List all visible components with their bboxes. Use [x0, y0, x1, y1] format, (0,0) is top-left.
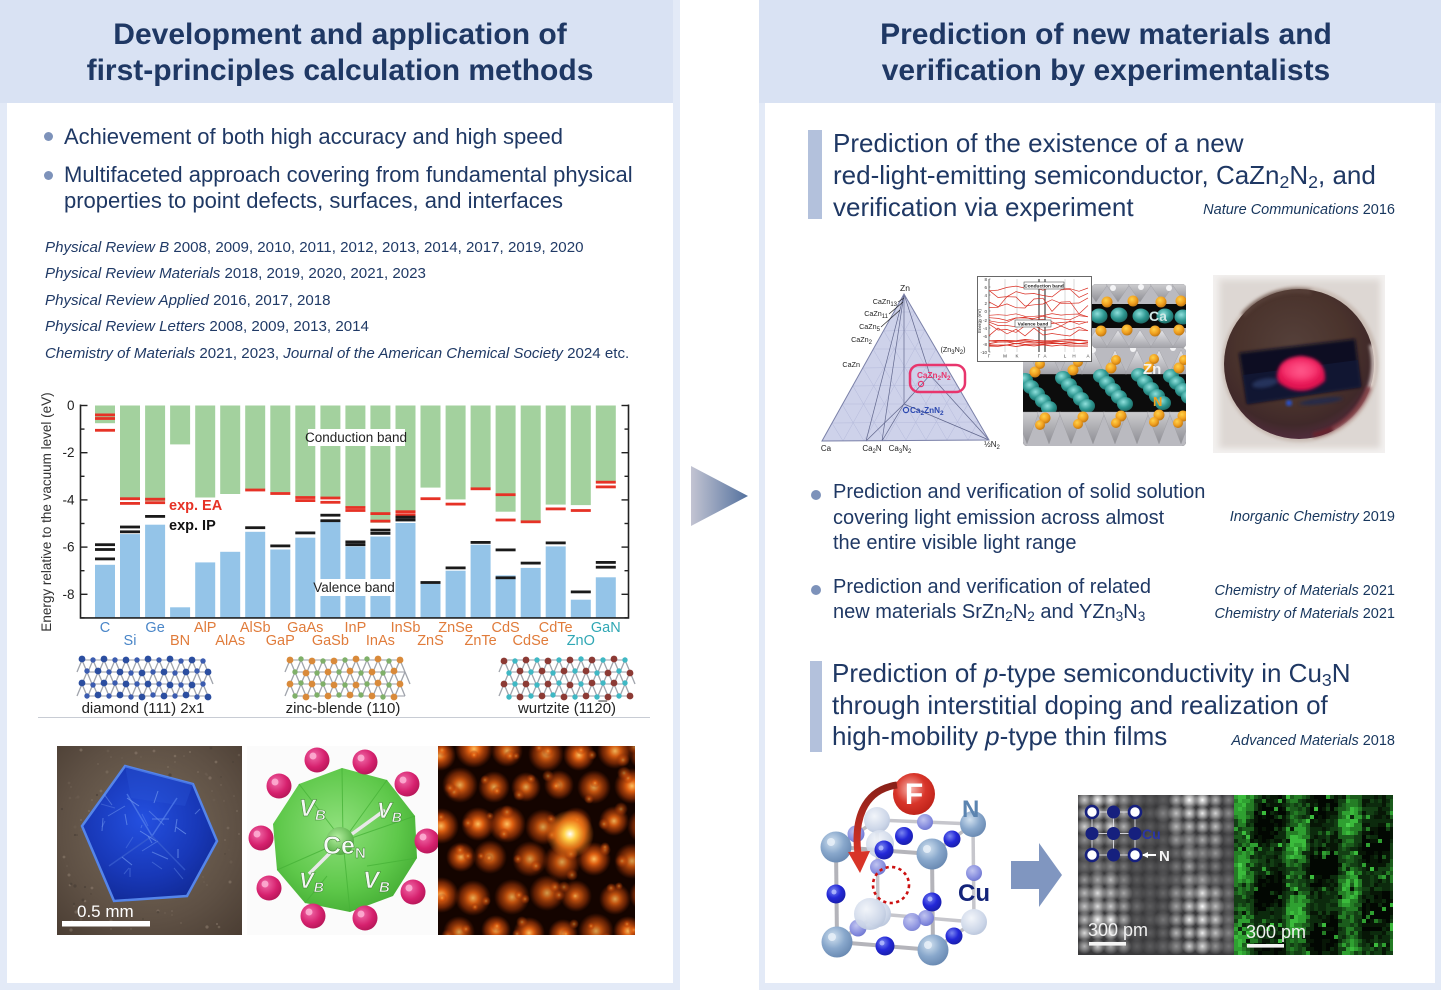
- svg-text:(Zn3​N2​): (Zn3​N2​): [940, 345, 965, 356]
- svg-text:GaP: GaP: [266, 633, 295, 649]
- svg-text:0.5 mm: 0.5 mm: [77, 902, 134, 921]
- svg-text:Valence band: Valence band: [1018, 322, 1049, 328]
- svg-text:300 pm: 300 pm: [1088, 920, 1148, 940]
- svg-text:Ca: Ca: [821, 444, 832, 453]
- svg-text:A: A: [1043, 354, 1046, 359]
- svg-text:½N2​: ½N2​: [984, 440, 1000, 451]
- svg-text:Ca2ZnN2: Ca2ZnN2: [910, 406, 944, 417]
- svg-text:zinc-blende (110): zinc-blende (110): [286, 700, 401, 717]
- svg-text:InSb: InSb: [391, 620, 421, 636]
- svg-text:300 pm: 300 pm: [1246, 922, 1306, 942]
- svg-text:CaZn2N2: CaZn2N2: [917, 371, 951, 382]
- svg-text:diamond (111) 2x1: diamond (111) 2x1: [82, 700, 205, 717]
- svg-text:F: F: [905, 778, 923, 811]
- svg-text:Zn: Zn: [900, 283, 910, 293]
- svg-text:Energy (eV): Energy (eV): [977, 308, 982, 333]
- svg-text:Ge: Ge: [145, 620, 164, 636]
- svg-text:Ca2​N: Ca2​N: [862, 444, 882, 454]
- svg-text:AlAs: AlAs: [215, 633, 245, 649]
- svg-text:-4: -4: [983, 326, 987, 331]
- svg-text:CaZn2​: CaZn2​: [851, 335, 873, 346]
- svg-text:K: K: [1015, 354, 1018, 359]
- svg-text:M: M: [1003, 354, 1007, 359]
- svg-text:CaZn: CaZn: [842, 360, 860, 369]
- svg-text:A: A: [1086, 354, 1089, 359]
- svg-text:8: 8: [984, 277, 987, 282]
- svg-text:H: H: [1072, 354, 1075, 359]
- svg-text:GaAs: GaAs: [287, 620, 323, 636]
- svg-text:0: 0: [67, 398, 75, 413]
- svg-text:Zn: Zn: [1143, 361, 1161, 378]
- svg-text:Valence band: Valence band: [313, 580, 395, 595]
- svg-text:CdS: CdS: [491, 620, 519, 636]
- svg-text:N: N: [1159, 848, 1170, 865]
- svg-text:Γ: Γ: [1038, 354, 1041, 359]
- svg-text:ZnO: ZnO: [567, 633, 595, 649]
- svg-text:Γ: Γ: [988, 354, 991, 359]
- svg-text:-8: -8: [983, 342, 987, 347]
- svg-text:CaZn11​: CaZn11​: [864, 309, 888, 320]
- svg-text:-2: -2: [983, 318, 987, 323]
- svg-text:CaZn5​: CaZn5​: [859, 322, 881, 333]
- svg-text:Conduction band: Conduction band: [1024, 284, 1064, 290]
- svg-text:AlP: AlP: [194, 620, 217, 636]
- svg-text:4: 4: [984, 293, 987, 298]
- svg-text:-8: -8: [62, 587, 74, 602]
- svg-text:-10: -10: [980, 350, 987, 355]
- svg-text:ZnS: ZnS: [417, 633, 444, 649]
- svg-text:CdSe: CdSe: [513, 633, 549, 649]
- svg-text:GaN: GaN: [591, 620, 621, 636]
- svg-text:InAs: InAs: [366, 633, 395, 649]
- svg-text:Si: Si: [124, 633, 137, 649]
- svg-text:N: N: [1153, 394, 1162, 409]
- svg-text:wurtzite (112̅0): wurtzite (112̅0): [517, 700, 616, 717]
- svg-text:GaSb: GaSb: [312, 633, 349, 649]
- svg-text:CdTe: CdTe: [539, 620, 573, 636]
- svg-text:exp. IP: exp. IP: [169, 518, 216, 534]
- svg-text:AlSb: AlSb: [240, 620, 271, 636]
- svg-text:L: L: [1064, 354, 1067, 359]
- svg-text:Energy relative to the vacuum: Energy relative to the vacuum level (eV): [40, 393, 54, 632]
- svg-text:2: 2: [984, 301, 987, 306]
- svg-text:InP: InP: [345, 620, 367, 636]
- svg-text:-4: -4: [62, 492, 74, 507]
- svg-text:BN: BN: [170, 633, 190, 649]
- svg-text:Cu: Cu: [1142, 826, 1161, 842]
- svg-text:-6: -6: [62, 540, 74, 555]
- svg-text:Conduction band: Conduction band: [305, 430, 407, 445]
- svg-text:0: 0: [984, 309, 987, 314]
- svg-text:Ca3​N2​: Ca3​N2​: [889, 444, 912, 454]
- svg-text:Ca: Ca: [1149, 308, 1167, 324]
- svg-text:-6: -6: [983, 334, 987, 339]
- svg-text:ZnSe: ZnSe: [438, 620, 473, 636]
- svg-text:-2: -2: [62, 445, 74, 460]
- svg-text:C: C: [100, 620, 110, 636]
- svg-text:VB: VB: [363, 867, 390, 896]
- svg-text:6: 6: [984, 285, 987, 290]
- svg-text:ZnTe: ZnTe: [464, 633, 496, 649]
- svg-text:exp. EA: exp. EA: [169, 498, 223, 514]
- svg-text:CaZn13​: CaZn13​: [873, 297, 898, 308]
